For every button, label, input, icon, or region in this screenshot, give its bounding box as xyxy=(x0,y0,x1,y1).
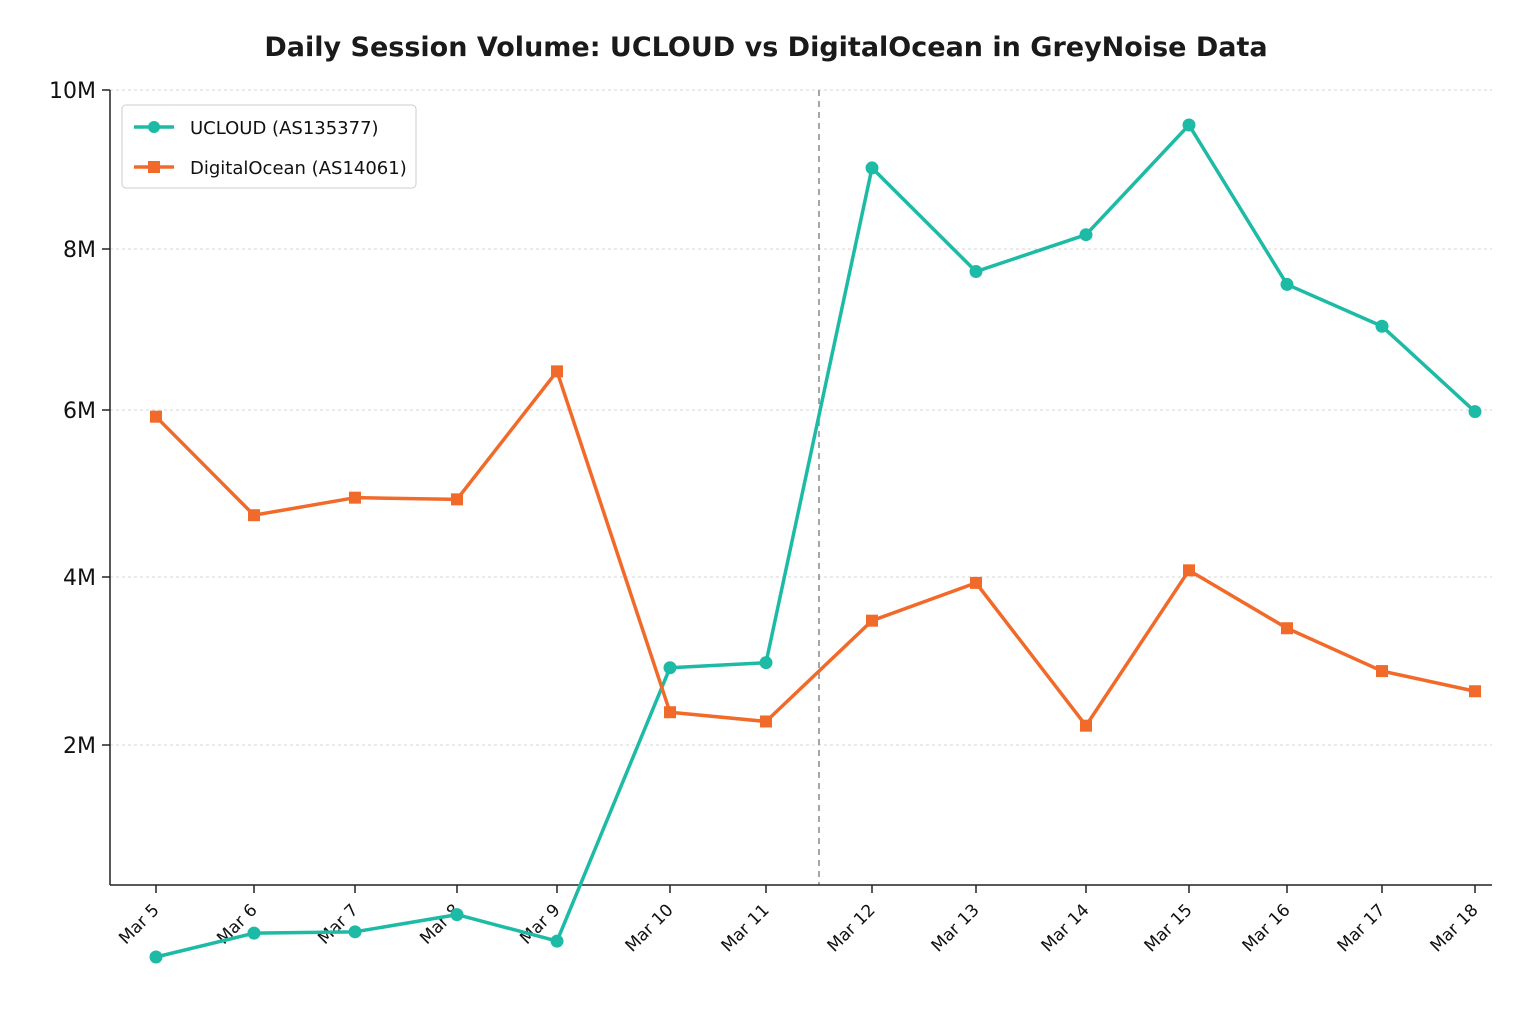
data-point xyxy=(150,410,162,423)
series-ucloud xyxy=(149,118,1482,964)
data-point xyxy=(1375,319,1389,333)
data-point xyxy=(1469,685,1481,698)
x-tick-label: Mar 11 xyxy=(718,900,774,956)
x-axis-ticks: Mar 5 Mar 6 Mar 7 Mar 8 Mar 9 Mar 10 Mar 11 Mar… xyxy=(115,885,1483,956)
data-point xyxy=(1080,719,1092,732)
legend-box xyxy=(121,104,417,189)
data-point xyxy=(664,706,676,719)
legend-marker xyxy=(148,121,160,133)
axes xyxy=(109,90,1492,886)
data-point xyxy=(349,491,361,504)
series-digitalocean xyxy=(150,365,1481,732)
data-point xyxy=(149,950,163,964)
data-point xyxy=(551,365,563,378)
x-tick-label: Mar 12 xyxy=(824,900,880,956)
data-point xyxy=(550,934,564,948)
x-tick-label: Mar 7 xyxy=(314,900,362,948)
data-point xyxy=(865,161,879,175)
data-point xyxy=(759,656,773,670)
x-tick-label: Mar 10 xyxy=(622,900,678,956)
data-point xyxy=(450,908,464,922)
legend-marker xyxy=(148,161,160,173)
series-group xyxy=(149,118,1482,964)
series-line xyxy=(154,369,1476,728)
data-point xyxy=(247,926,261,940)
x-tick-label: Mar 14 xyxy=(1038,900,1094,956)
series-line xyxy=(155,123,1477,959)
data-point xyxy=(663,661,677,675)
chart-title: Daily Session Volume: UCLOUD vs DigitalO… xyxy=(264,32,1267,63)
x-tick-label: Mar 16 xyxy=(1239,900,1295,956)
y-tick-label: 4M xyxy=(63,566,96,591)
data-point xyxy=(1182,118,1196,132)
legend-item: UCLOUD (AS135377) xyxy=(134,118,379,139)
legend: UCLOUD (AS135377) DigitalOcean (AS14061) xyxy=(121,104,417,189)
x-tick-label: Mar 15 xyxy=(1141,900,1197,956)
y-tick-label: 6M xyxy=(63,399,96,424)
data-point xyxy=(970,576,982,589)
y-tick-label: 2M xyxy=(63,734,96,759)
x-tick-label: Mar 18 xyxy=(1427,900,1483,956)
legend-label: UCLOUD (AS135377) xyxy=(190,118,379,139)
x-tick-label: Mar 17 xyxy=(1334,900,1390,956)
y-axis-ticks: 2M 4M 6M 8M 10M xyxy=(49,79,110,759)
grid xyxy=(110,89,1492,746)
x-tick-label: Mar 5 xyxy=(115,900,163,948)
legend-label: DigitalOcean (AS14061) xyxy=(190,158,407,179)
data-point xyxy=(1280,277,1294,291)
data-point xyxy=(1281,622,1293,635)
data-point xyxy=(760,715,772,728)
data-point xyxy=(866,614,878,627)
data-point xyxy=(451,493,463,506)
data-point xyxy=(248,509,260,522)
legend-item: DigitalOcean (AS14061) xyxy=(134,158,407,179)
y-tick-label: 10M xyxy=(49,79,96,104)
data-point xyxy=(1468,405,1482,419)
data-point xyxy=(1376,665,1388,678)
x-tick-label: Mar 13 xyxy=(928,900,984,956)
data-point xyxy=(348,925,362,939)
data-point xyxy=(969,265,983,279)
x-tick-label: Mar 8 xyxy=(416,900,464,948)
data-point xyxy=(1079,228,1093,242)
data-point xyxy=(1183,564,1195,577)
y-tick-label: 8M xyxy=(63,238,96,263)
